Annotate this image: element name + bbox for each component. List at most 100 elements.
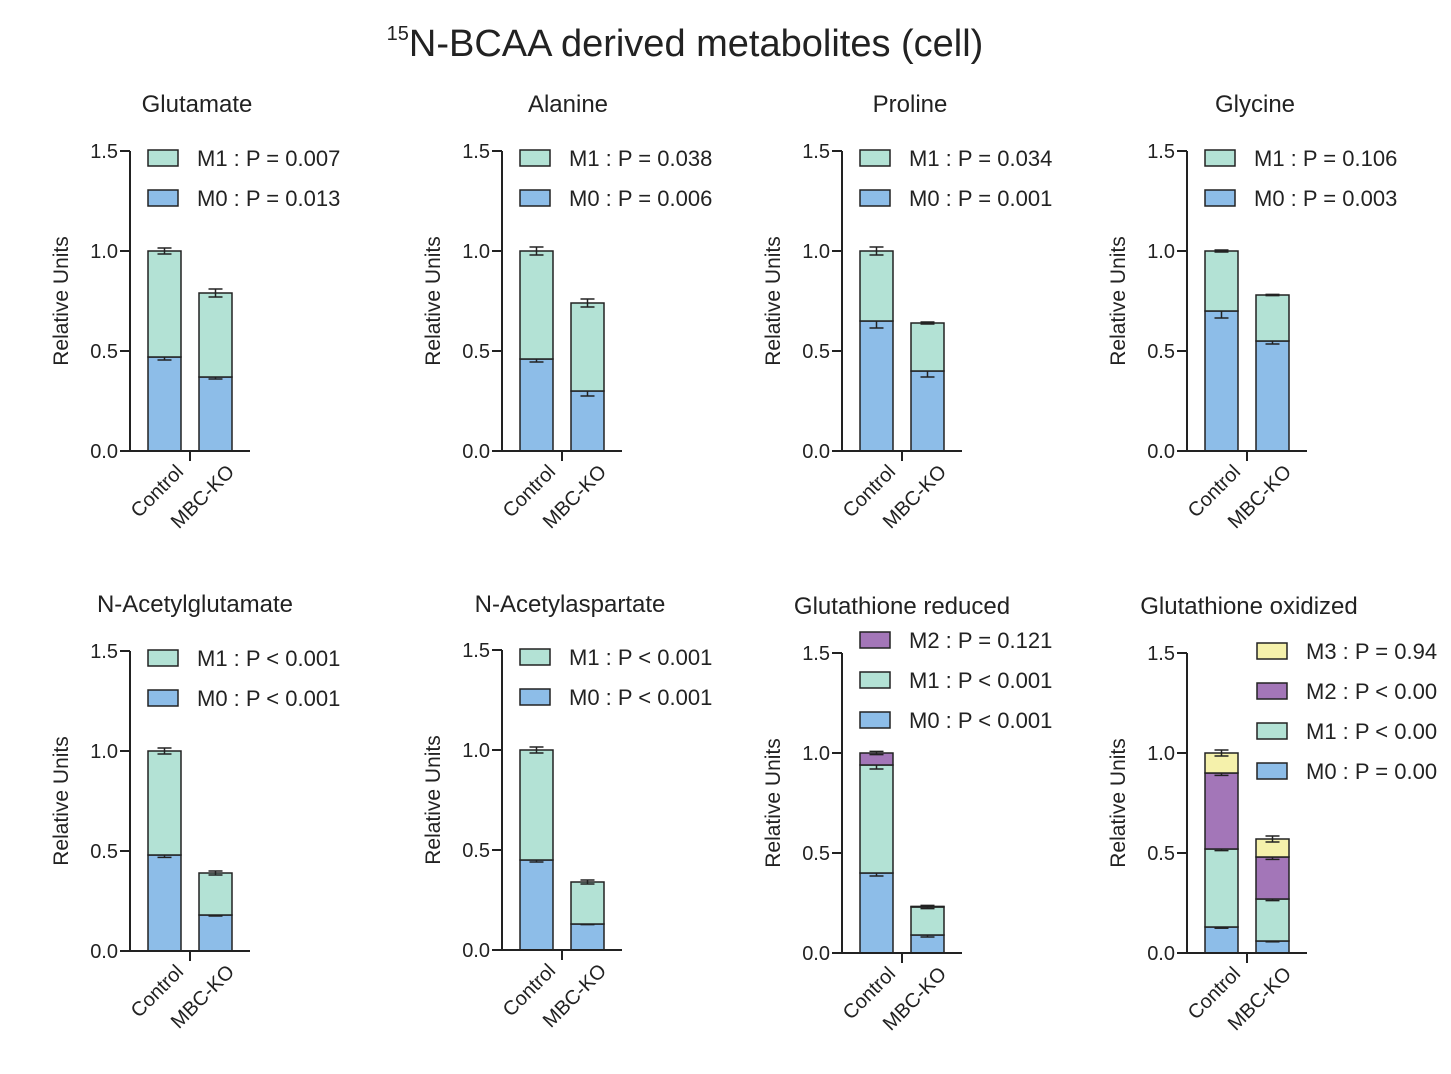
y-tick-label: 1.5 (462, 640, 490, 662)
chart-title: Alanine (528, 91, 608, 118)
legend-swatch-m0 (1204, 189, 1236, 207)
y-tick-label: 0.5 (1147, 843, 1175, 865)
chart-panel-8: Glutathione oxidized Relative Units 0.0 0.5… (1107, 593, 1437, 1035)
y-tick-label: 0.5 (1147, 341, 1175, 363)
y-tick-label: 1.5 (90, 641, 118, 663)
legend-label-m0: M0 : P = 0.013 (197, 186, 340, 211)
y-axis-label: Relative Units (762, 236, 785, 366)
chart-panel-5: N-Acetylglutamate Relative Units 0.0 0.5 1.0… (50, 591, 340, 1033)
chart-panel-6: N-Acetylaspartate Relative Units 0.0 0.5 1.0… (422, 591, 712, 1032)
bar-m1-mbc-ko (910, 322, 945, 372)
bar-m1-control (147, 250, 182, 358)
legend-swatch-m0 (519, 688, 551, 706)
bar-m0-mbc-ko (570, 390, 605, 452)
y-tick-label: 1.5 (1147, 643, 1175, 665)
chart-title: N-Acetylaspartate (475, 591, 666, 618)
bar-m2-mbc-ko (1255, 856, 1290, 900)
bar-m0-control (1204, 926, 1239, 954)
y-tick-label: 0.5 (802, 341, 830, 363)
legend-label-m1: M1 : P = 0.007 (197, 146, 340, 171)
chart-title: Glutamate (142, 91, 253, 118)
y-tick-label: 0.0 (1147, 441, 1175, 463)
bar-m1-control (519, 250, 554, 360)
legend-label-m1: M1 : P < 0.001 (569, 645, 712, 670)
bar-m0-control (519, 358, 554, 452)
bar-m2-control (1204, 772, 1239, 850)
legend-swatch-m0 (519, 189, 551, 207)
chart-panel-7: Glutathione reduced Relative Units 0.0 0.5 1… (762, 593, 1052, 1035)
y-axis-label: Relative Units (1107, 738, 1130, 868)
y-tick-label: 0.0 (462, 940, 490, 962)
bar-m0-mbc-ko (198, 376, 233, 452)
legend-label-m0: M0 : P = 0.003 (1254, 186, 1397, 211)
y-tick-label: 1.5 (802, 141, 830, 163)
bar-m0-mbc-ko (1255, 940, 1290, 954)
bar-m0-control (147, 854, 182, 952)
y-tick-label: 1.0 (462, 740, 490, 762)
y-axis-label: Relative Units (422, 735, 445, 865)
y-tick-label: 1.5 (802, 643, 830, 665)
y-axis-label: Relative Units (50, 736, 73, 866)
legend-swatch-m0 (1256, 762, 1288, 780)
legend-label-m3: M3 : P = 0.94 (1306, 639, 1437, 664)
bar-m0-control (859, 872, 894, 954)
legend-label-m0: M0 : P = 0.006 (569, 186, 712, 211)
bar-m1-control (519, 749, 554, 861)
y-axis-label: Relative Units (1107, 236, 1130, 366)
y-tick-label: 1.0 (90, 741, 118, 763)
bar-m0-mbc-ko (570, 923, 605, 951)
y-tick-label: 0.0 (1147, 943, 1175, 965)
figure-title: 15N-BCAA derived metabolites (cell) (387, 23, 984, 65)
y-tick-label: 1.0 (1147, 743, 1175, 765)
legend-label-m0: M0 : P < 0.001 (197, 686, 340, 711)
y-tick-label: 1.0 (1147, 241, 1175, 263)
bar-m0-control (147, 356, 182, 452)
chart-title: Glutathione reduced (794, 593, 1010, 620)
title-main: N-BCAA derived metabolites (cell) (409, 23, 983, 65)
chart-title: N-Acetylglutamate (97, 591, 293, 618)
y-tick-label: 1.0 (90, 241, 118, 263)
y-tick-label: 0.0 (802, 943, 830, 965)
bar-m0-control (1204, 310, 1239, 452)
y-tick-label: 0.5 (90, 841, 118, 863)
legend-label-m0: M0 : P = 0.00 (1306, 759, 1437, 784)
bar-m1-mbc-ko (570, 881, 605, 925)
y-tick-label: 0.5 (90, 341, 118, 363)
y-tick-label: 0.0 (90, 941, 118, 963)
legend-swatch-m0 (859, 711, 891, 729)
bar-m1-mbc-ko (198, 292, 233, 378)
chart-title: Glutathione oxidized (1140, 593, 1357, 620)
bar-m0-mbc-ko (1255, 340, 1290, 452)
legend-label-m1: M1 : P = 0.106 (1254, 146, 1397, 171)
legend-swatch-m2 (1256, 682, 1288, 700)
chart-title: Proline (873, 91, 948, 118)
bar-m1-control (859, 764, 894, 874)
legend-label-m1: M1 : P = 0.034 (909, 146, 1052, 171)
bar-m1-mbc-ko (1255, 294, 1290, 342)
legend-swatch-m0 (859, 189, 891, 207)
y-tick-label: 0.0 (462, 441, 490, 463)
bar-m1-control (1204, 848, 1239, 928)
y-tick-label: 1.5 (1147, 141, 1175, 163)
legend-swatch-m1 (1256, 722, 1288, 740)
bar-m1-mbc-ko (1255, 898, 1290, 942)
y-axis-label: Relative Units (762, 738, 785, 868)
chart-title: Glycine (1215, 91, 1295, 118)
bar-m0-mbc-ko (910, 370, 945, 452)
bar-m0-mbc-ko (198, 914, 233, 952)
bar-m1-control (1204, 250, 1239, 312)
y-tick-label: 0.0 (802, 441, 830, 463)
y-tick-label: 1.0 (802, 743, 830, 765)
bar-m1-mbc-ko (198, 872, 233, 916)
bar-m1-mbc-ko (570, 302, 605, 392)
y-tick-label: 1.0 (462, 241, 490, 263)
legend-swatch-m0 (147, 689, 179, 707)
bar-m0-control (859, 320, 894, 452)
legend-label-m2: M2 : P < 0.00 (1306, 679, 1437, 704)
legend-swatch-m0 (147, 189, 179, 207)
